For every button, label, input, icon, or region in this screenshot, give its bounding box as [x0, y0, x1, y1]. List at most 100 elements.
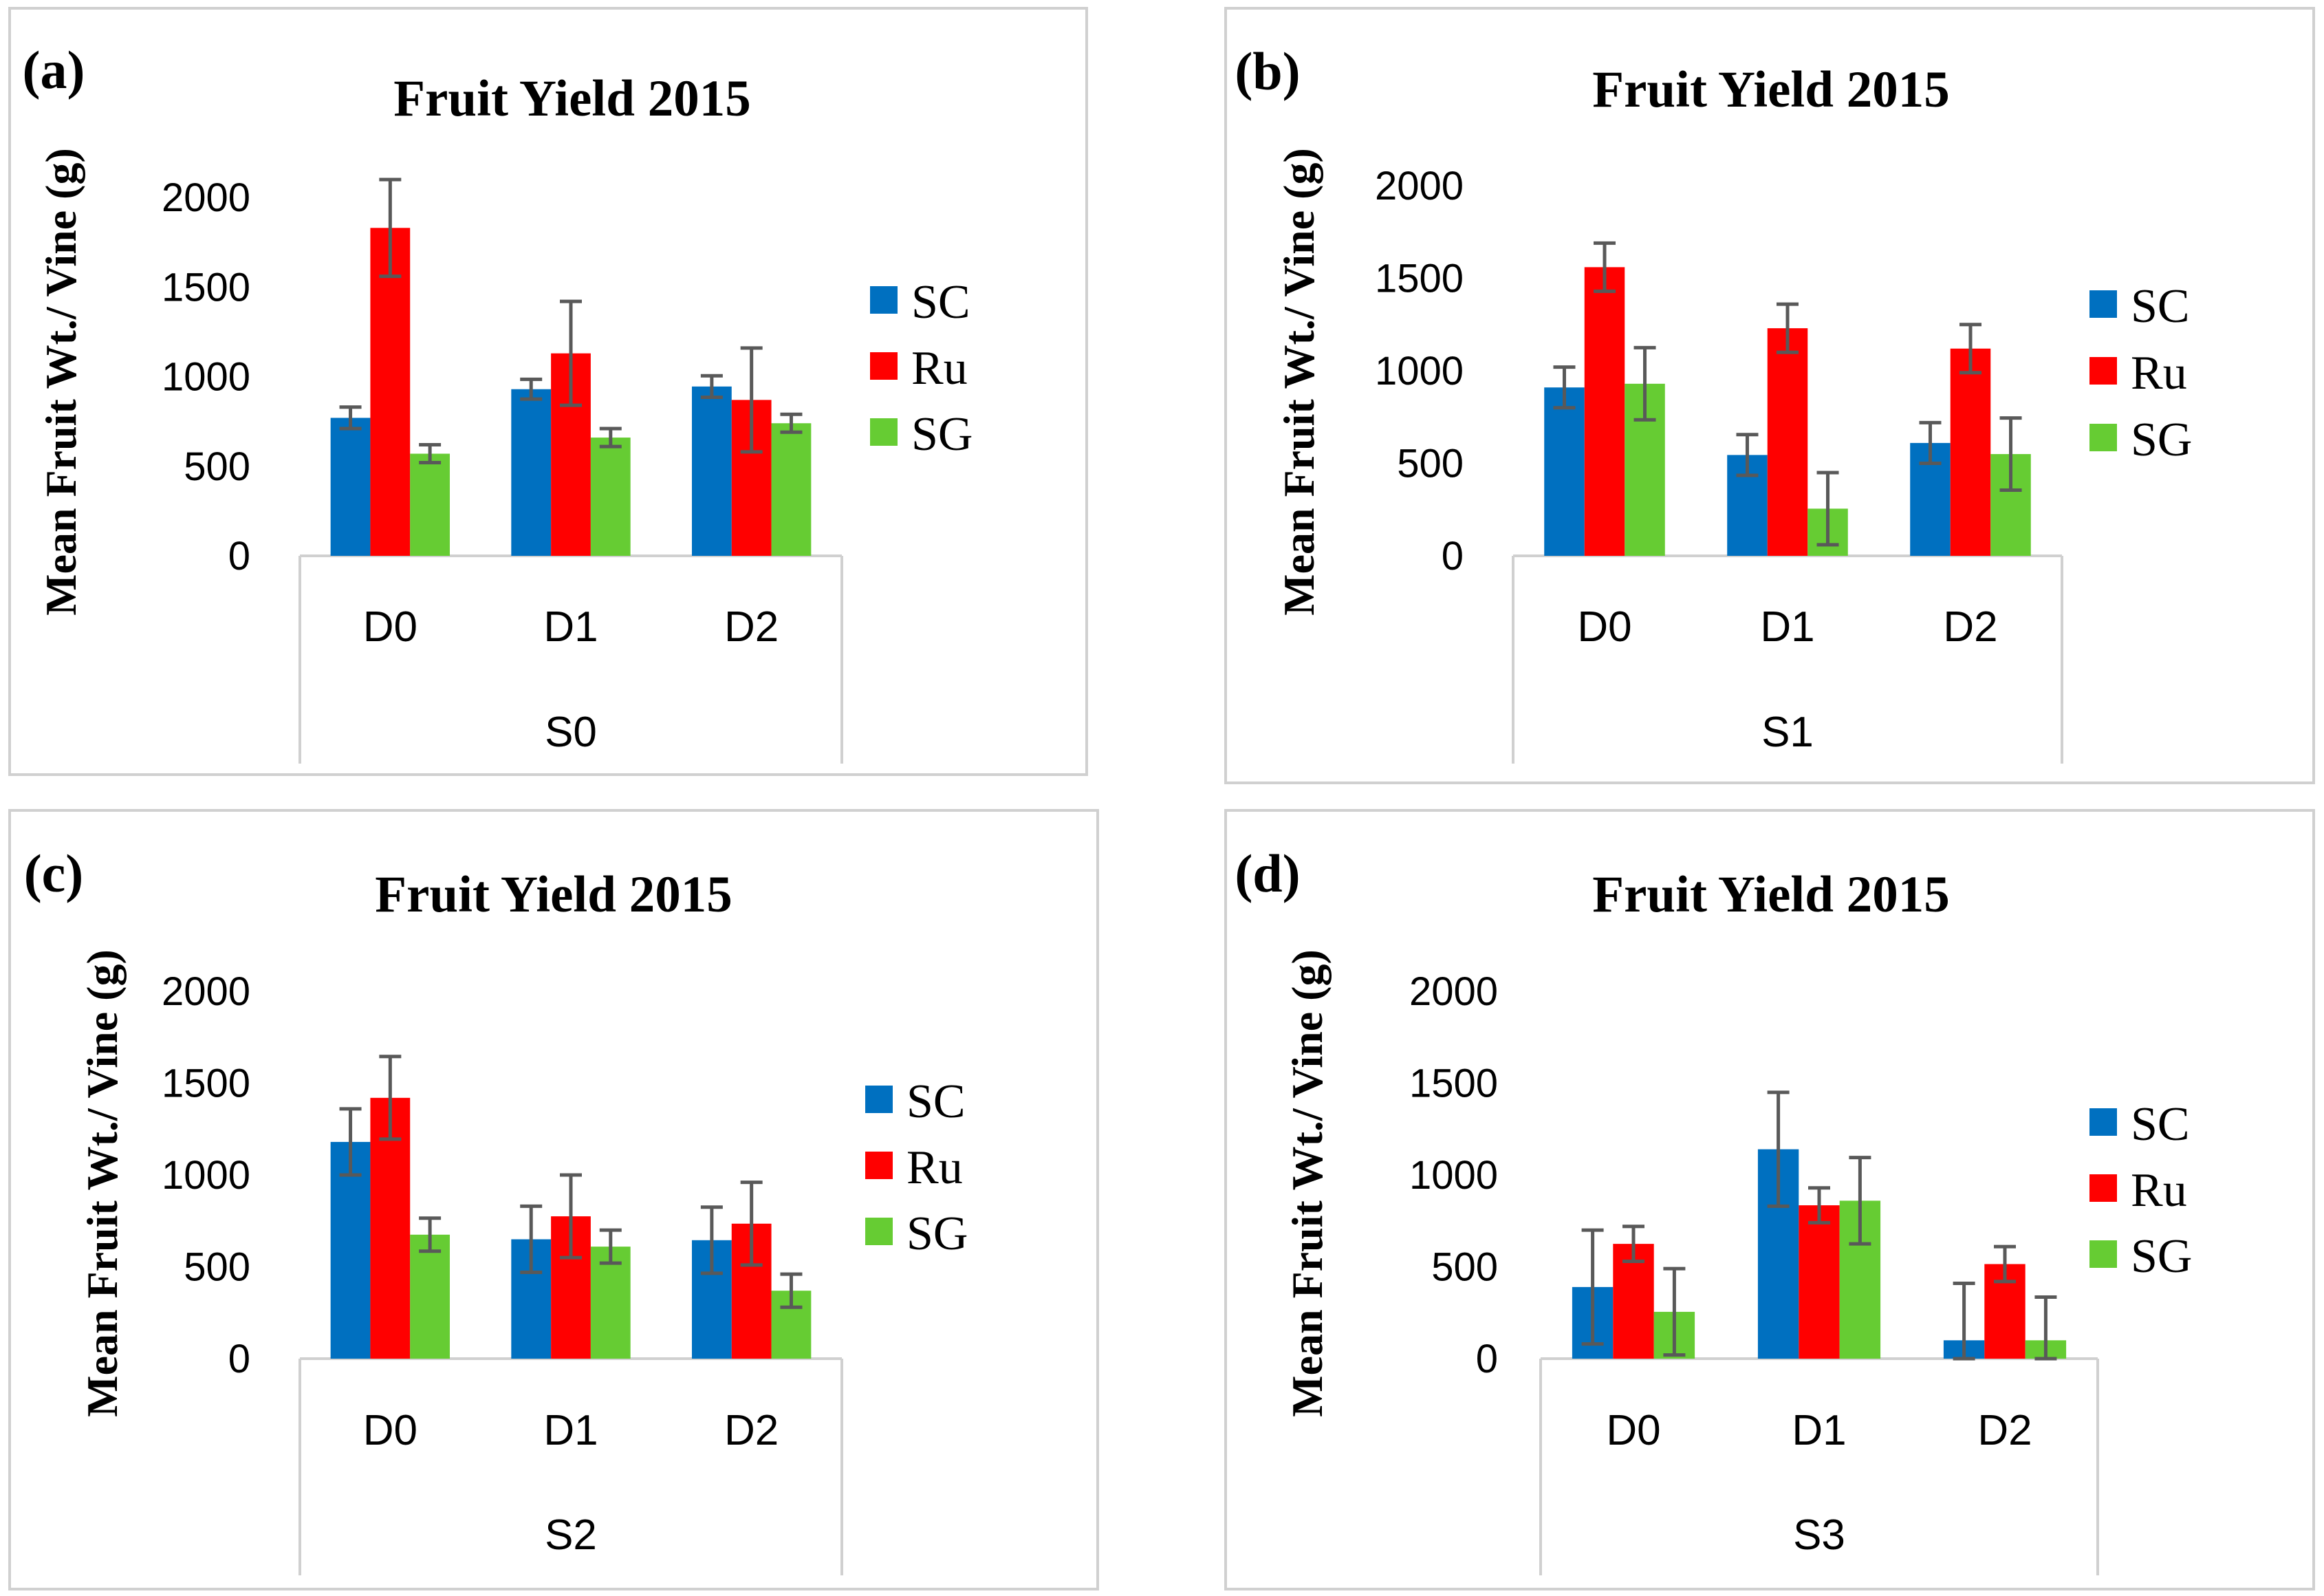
- legend-entry-sg: SG: [870, 408, 973, 461]
- bar-ru-d0: [370, 1097, 411, 1359]
- error-bar-sc-d0: [1581, 1228, 1604, 1346]
- error-bar-sg-d0: [1663, 1266, 1686, 1357]
- error-bar-sg-d2: [1999, 416, 2022, 493]
- error-bar-sg-d0: [1633, 345, 1656, 422]
- bar-ru-d2: [1950, 348, 1991, 556]
- legend-swatch: [2089, 357, 2117, 385]
- legend-swatch: [870, 352, 898, 380]
- panel-s3: (d) Fruit Yield 2015 Mean Fruit Wt./ Vine …: [1224, 809, 2315, 1590]
- chart-title: Fruit Yield 2015: [1592, 61, 1949, 118]
- legend-swatch: [2089, 290, 2117, 318]
- group-label: S1: [1761, 709, 1814, 756]
- legend-label: SG: [2131, 413, 2192, 466]
- y-axis-label: Mean Fruit Wt./ Vine (g): [1283, 949, 1332, 1417]
- y-tick-label: 1500: [1409, 1061, 1498, 1106]
- bar-ru-d0: [1584, 267, 1625, 556]
- bar-sc-d0: [330, 1141, 371, 1359]
- bar-sg-d2: [771, 423, 812, 556]
- error-bar-sc-d0: [339, 405, 362, 431]
- legend-label: Ru: [906, 1141, 963, 1194]
- legend-entry-sg: SG: [2089, 413, 2192, 466]
- bar-sg-d1: [590, 438, 631, 556]
- error-bar-ru-d0: [379, 177, 402, 279]
- chart-title: Fruit Yield 2015: [1592, 866, 1949, 923]
- chart-title: Fruit Yield 2015: [393, 70, 750, 127]
- legend-swatch: [865, 1218, 893, 1245]
- error-bar-sc-d2: [700, 374, 723, 399]
- error-bar-sg-d1: [599, 427, 622, 449]
- error-bar-ru-d0: [379, 1055, 402, 1141]
- y-tick-label: 1500: [1375, 257, 1464, 301]
- legend-label: SC: [2131, 280, 2190, 333]
- x-category-label: D2: [1943, 603, 1997, 651]
- panel-frame: [8, 7, 1088, 776]
- legend-entry-sg: SG: [2089, 1230, 2192, 1283]
- error-bar-sg-d2: [780, 1272, 803, 1309]
- legend-label: SC: [911, 276, 970, 329]
- chart-title: Fruit Yield 2015: [375, 866, 732, 923]
- error-bar-sg-d0: [419, 442, 442, 465]
- legend-swatch: [2089, 424, 2117, 451]
- legend-entry-sg: SG: [865, 1207, 968, 1260]
- legend-swatch: [870, 286, 898, 314]
- error-bar-ru-d1: [560, 1173, 582, 1260]
- y-tick-label: 1000: [162, 355, 250, 400]
- y-tick-label: 500: [1397, 442, 1464, 486]
- legend-label: SG: [2131, 1230, 2192, 1283]
- legend-swatch: [865, 1152, 893, 1179]
- legend-label: SC: [2131, 1098, 2190, 1151]
- x-category-label: D0: [363, 1407, 417, 1454]
- y-tick-label: 2000: [1375, 164, 1464, 208]
- legend-entry-sc: SC: [2089, 1098, 2190, 1151]
- y-axis-label: Mean Fruit Wt./ Vine (g): [78, 949, 127, 1417]
- error-bar-sc-d0: [1553, 365, 1576, 410]
- legend-entry-ru: Ru: [2089, 347, 2187, 400]
- legend-label: Ru: [2131, 347, 2187, 400]
- error-bar-sc-d0: [339, 1107, 362, 1177]
- x-category-label: D2: [724, 603, 779, 651]
- legend-entry-ru: Ru: [2089, 1164, 2187, 1217]
- error-bar-ru-d2: [740, 346, 763, 454]
- legend-swatch: [2089, 1240, 2117, 1268]
- y-tick-label: 0: [1442, 534, 1464, 579]
- error-bar-ru-d1: [1777, 302, 1799, 354]
- y-tick-label: 1500: [162, 265, 250, 310]
- panel-s0: (a) Fruit Yield 2015 Mean Fruit Wt./ Vine …: [8, 7, 1088, 776]
- error-bar-ru-d1: [1808, 1186, 1830, 1225]
- y-tick-label: 2000: [162, 175, 250, 220]
- error-bar-ru-d2: [740, 1180, 763, 1267]
- group-label: S2: [545, 1511, 597, 1559]
- legend-entry-sc: SC: [2089, 280, 2190, 333]
- error-bar-ru-d2: [1994, 1244, 2016, 1284]
- error-bar-sc-d1: [1767, 1090, 1790, 1208]
- x-category-label: D0: [363, 603, 417, 651]
- error-bar-sc-d1: [520, 1204, 543, 1275]
- x-category-label: D1: [543, 603, 598, 651]
- error-bar-sg-d1: [1849, 1156, 1871, 1246]
- y-axis-label: Mean Fruit Wt./ Vine (g): [36, 148, 85, 616]
- y-tick-label: 500: [184, 444, 250, 489]
- panel-s2: (c) Fruit Yield 2015 Mean Fruit Wt./ Vine …: [8, 809, 1099, 1590]
- y-tick-label: 0: [228, 534, 250, 579]
- error-bar-sg-d1: [599, 1228, 622, 1265]
- legend-entry-ru: Ru: [870, 342, 968, 395]
- y-axis-label: Mean Fruit Wt./ Vine (g): [1274, 148, 1323, 616]
- panel-frame: [8, 809, 1099, 1590]
- group-label: S0: [545, 709, 597, 756]
- panel-label: (d): [1235, 843, 1300, 903]
- error-bar-ru-d2: [1959, 323, 1981, 375]
- error-bar-sc-d2: [700, 1205, 723, 1275]
- legend-entry-sc: SC: [870, 276, 970, 329]
- error-bar-ru-d1: [560, 299, 582, 407]
- panel-frame: [1224, 7, 2315, 784]
- y-tick-label: 2000: [162, 969, 250, 1014]
- x-category-label: D2: [1977, 1407, 2032, 1454]
- error-bar-sc-d2: [1919, 420, 1942, 465]
- legend-swatch: [2089, 1174, 2117, 1202]
- x-category-label: D1: [543, 1407, 598, 1454]
- legend-entry-sc: SC: [865, 1075, 966, 1128]
- y-tick-label: 1500: [162, 1061, 250, 1106]
- panel-frame: [1224, 809, 2315, 1590]
- bar-sc-d1: [511, 389, 552, 556]
